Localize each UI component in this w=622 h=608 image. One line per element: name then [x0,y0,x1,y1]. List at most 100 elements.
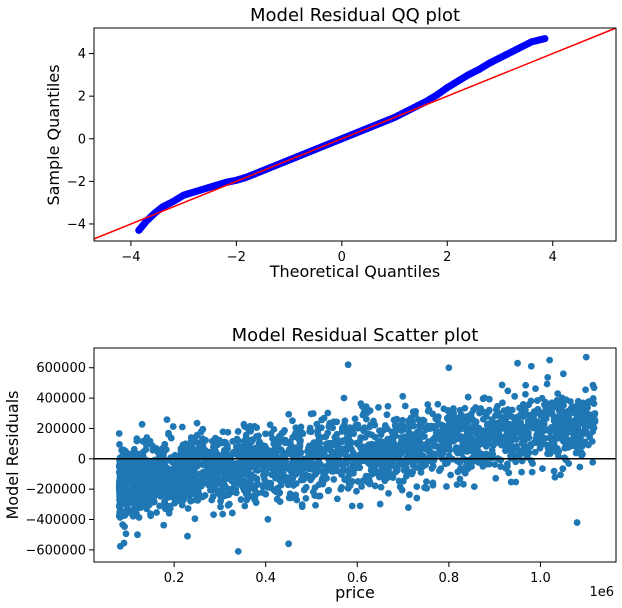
residual-point [272,471,280,479]
y-tick-label: 0 [78,452,86,467]
residual-point [498,381,506,389]
residual-point [139,437,147,445]
residual-point [177,467,185,475]
residual-point [138,467,145,475]
residual-point [554,390,562,397]
residual-point [585,398,593,405]
qq-ylabel: Sample Quantiles [44,64,63,205]
y-tick-label: −400000 [25,513,86,528]
residual-point [439,425,447,432]
qq-point [541,35,549,43]
y-tick-label: −4 [67,217,86,232]
residual-point [378,440,386,448]
residual-point [157,457,165,465]
residual-point [578,451,585,459]
residual-point [424,401,432,408]
residual-point [197,482,205,490]
residual-point [373,468,381,476]
residual-point [489,450,497,458]
residual-ylabel: Model Residuals [3,390,22,519]
y-tick-label: 200000 [36,422,86,437]
residual-point [214,451,222,459]
residual-point [147,510,154,518]
residual-point [297,423,305,431]
residual-point [130,505,138,513]
residual-point [579,414,587,421]
x-tick-label: 0 [338,250,346,265]
residual-point [456,406,464,414]
residual-point [572,449,580,457]
residual-point [444,459,451,467]
residual-point [229,475,237,483]
residual-point [221,492,229,500]
residual-point [520,413,527,420]
residual-point [404,504,412,511]
residual-point [344,484,352,492]
residual-point [557,405,565,413]
residual-point [522,390,529,398]
residual-point [297,449,305,456]
residual-point [319,468,326,476]
residual-point [188,443,196,451]
residual-point [440,431,448,439]
residual-point [161,474,168,481]
residual-point [460,418,468,426]
residual-point [447,471,455,479]
residual-point [146,437,154,445]
residual-point [354,421,362,429]
residual-point [285,494,293,502]
residual-point [193,431,201,439]
residual-point [409,468,417,476]
residual-point [184,532,191,540]
residual-point [437,451,445,459]
y-tick-label: 0 [78,132,86,147]
residual-point [292,424,300,432]
residual-chart: Model Residual Scatter plot 0.2 0.4 0.6 0.8… [3,325,617,602]
residual-point [553,448,560,456]
residual-point [579,401,587,409]
residual-point [143,505,151,513]
residual-point [259,482,267,489]
residual-point [206,479,214,487]
residual-point [204,459,212,467]
residual-point [413,483,421,491]
residual-point [465,427,473,435]
residual-point [464,393,472,401]
y-tick-label: 2 [78,90,86,105]
residual-point [123,505,131,513]
residual-point [574,397,582,405]
residual-point [499,399,506,407]
residual-point [296,456,304,464]
residual-point [208,496,216,504]
residual-point [252,499,260,507]
residual-point [179,454,187,462]
residual-point [187,438,195,445]
residual-point [254,489,261,497]
residual-point [378,462,386,470]
residual-point [298,429,306,437]
residual-xscale: 1e6 [589,585,614,600]
residual-point [407,438,414,446]
residual-point [165,429,172,437]
qq-xlabel: Theoretical Quantiles [269,262,441,281]
y-tick-label: −2 [67,175,86,190]
residual-point [239,484,247,491]
residual-point [234,547,242,555]
residual-point [529,424,537,432]
residual-point [543,380,551,388]
residual-point [252,465,260,473]
residual-point [348,477,356,485]
residual-point [377,483,385,491]
residual-point [400,446,408,453]
residual-point [333,495,341,503]
residual-point [207,486,214,494]
residual-point [504,446,511,454]
residual-point [246,444,254,451]
residual-point [193,419,201,427]
residual-point [352,463,360,471]
residual-point [452,417,460,425]
residual-point [370,417,377,425]
residual-point [395,477,403,485]
residual-point [245,493,253,501]
residual-point [484,420,491,428]
